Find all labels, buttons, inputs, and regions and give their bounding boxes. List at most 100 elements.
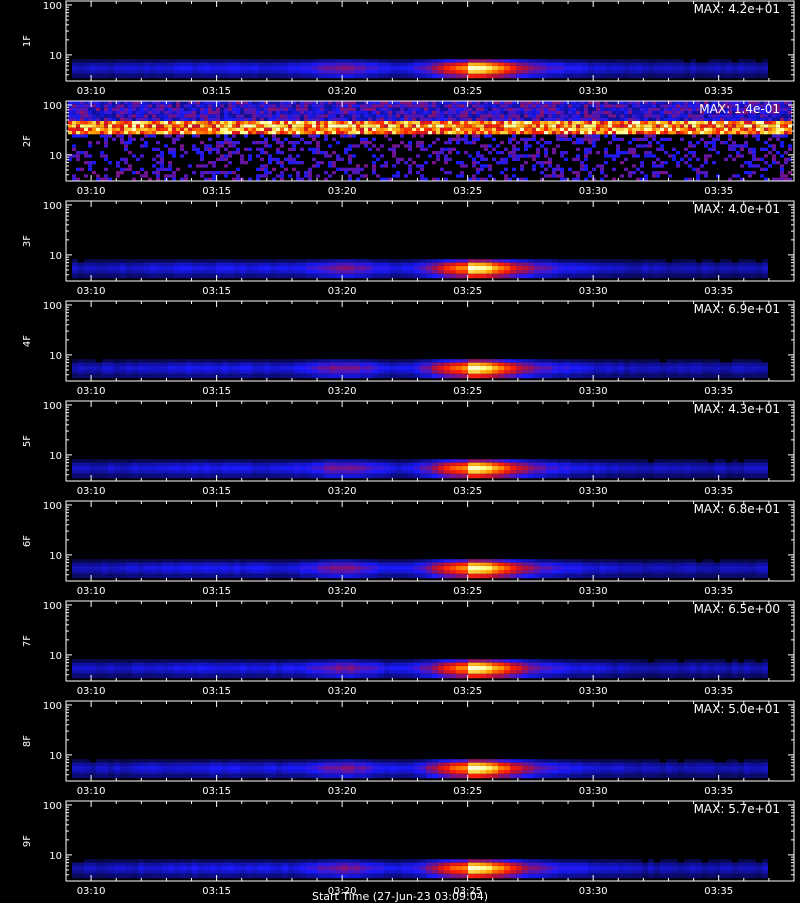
heatmap-cell	[72, 144, 76, 147]
heatmap-cell	[548, 174, 552, 177]
heatmap-cell	[642, 63, 648, 66]
heatmap-cell	[102, 259, 108, 262]
heatmap-cell	[292, 148, 296, 151]
heatmap-cell	[96, 114, 100, 117]
heatmap-cell	[474, 74, 480, 79]
heatmap-cell	[324, 138, 328, 141]
heatmap-cell	[328, 144, 332, 147]
heatmap-cell	[612, 263, 618, 266]
x-tick-label: 03:25	[453, 386, 482, 397]
heatmap-cell	[612, 363, 618, 366]
heatmap-cell	[480, 259, 486, 262]
heatmap-cell	[726, 74, 732, 79]
heatmap-cell	[612, 370, 618, 374]
heatmap-cell	[256, 118, 260, 121]
heatmap-cell	[632, 131, 636, 134]
heatmap-cell	[260, 121, 264, 124]
heatmap-cell	[740, 118, 744, 121]
heatmap-cell	[344, 124, 348, 127]
heatmap-cell	[570, 63, 576, 66]
heatmap-cell	[436, 151, 440, 154]
heatmap-cell	[244, 148, 248, 151]
heatmap-cell	[116, 171, 120, 174]
heatmap-cell	[552, 174, 556, 177]
heatmap-cell	[600, 70, 606, 74]
heatmap-cell	[304, 104, 308, 107]
heatmap-cell	[120, 70, 126, 74]
heatmap-cell	[186, 59, 192, 62]
heatmap-cell	[564, 363, 570, 366]
heatmap-cell	[372, 111, 376, 114]
heatmap-cell	[150, 74, 156, 79]
heatmap-cell	[192, 108, 196, 111]
heatmap-cell	[128, 104, 132, 107]
heatmap-cell	[748, 161, 752, 164]
heatmap-cell	[762, 366, 768, 370]
heatmap-cell	[760, 124, 764, 127]
heatmap-cell	[222, 366, 228, 370]
heatmap-cell	[720, 124, 724, 127]
heatmap-cell	[276, 104, 280, 107]
heatmap-cell	[528, 263, 534, 266]
heatmap-cell	[462, 374, 468, 379]
heatmap-cell	[168, 370, 174, 374]
heatmap-cell	[540, 118, 544, 121]
heatmap-cell	[288, 374, 294, 379]
heatmap-cell	[368, 104, 372, 107]
heatmap-cell	[364, 138, 368, 141]
heatmap-cell	[378, 366, 384, 370]
heatmap-cell	[546, 63, 552, 66]
heatmap-cell	[344, 121, 348, 124]
heatmap-cell	[462, 274, 468, 279]
heatmap-cell	[90, 70, 96, 74]
heatmap-cell	[240, 366, 246, 370]
heatmap-cell	[78, 270, 84, 274]
heatmap-cell	[648, 131, 652, 134]
heatmap-cell	[672, 366, 678, 370]
heatmap-cell	[450, 366, 456, 370]
heatmap-cell	[72, 259, 78, 262]
heatmap-cell	[756, 270, 762, 274]
heatmap-cell	[486, 74, 492, 79]
heatmap-cell	[668, 131, 672, 134]
heatmap-cell	[584, 151, 588, 154]
heatmap-cell	[426, 70, 432, 74]
heatmap-cell	[456, 108, 460, 111]
heatmap-cell	[696, 263, 702, 266]
heatmap-cell	[456, 174, 460, 177]
heatmap-cell	[390, 366, 396, 370]
heatmap-cell	[420, 259, 426, 262]
heatmap-cell	[564, 59, 570, 62]
heatmap-cell	[750, 359, 756, 362]
heatmap-cell	[368, 114, 372, 117]
heatmap-cell	[396, 259, 402, 262]
heatmap-cell	[476, 111, 480, 114]
heatmap-cell	[552, 114, 556, 117]
heatmap-cell	[316, 118, 320, 121]
heatmap-cell	[356, 124, 360, 127]
heatmap-cell	[84, 131, 88, 134]
heatmap-cell	[78, 374, 84, 379]
heatmap-cell	[316, 164, 320, 167]
heatmap-cell	[312, 158, 316, 161]
heatmap-cell	[480, 263, 486, 266]
heatmap-cell	[624, 111, 628, 114]
heatmap-cell	[508, 121, 512, 124]
heatmap-cell	[354, 66, 360, 70]
heatmap-cell	[198, 270, 204, 274]
heatmap-cell	[198, 474, 204, 479]
heatmap-cell	[480, 374, 486, 379]
heatmap-cell	[388, 111, 392, 114]
heatmap-cell	[152, 111, 156, 114]
heatmap-cell	[120, 59, 126, 62]
heatmap-cell	[600, 124, 604, 127]
heatmap-cell	[208, 148, 212, 151]
heatmap-cell	[378, 74, 384, 79]
heatmap-cell	[570, 266, 576, 270]
heatmap-cell	[348, 154, 352, 157]
heatmap-cell	[480, 59, 486, 62]
heatmap-cell	[618, 59, 624, 62]
heatmap-cell	[252, 66, 258, 70]
heatmap-cell	[604, 121, 608, 124]
y-tick-label: 10	[49, 51, 62, 62]
